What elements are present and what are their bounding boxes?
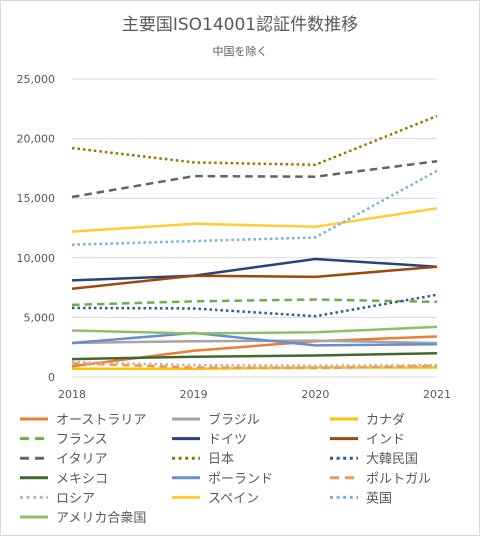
series-line-11 bbox=[71, 331, 438, 347]
legend-label: スペイン bbox=[208, 491, 259, 506]
series-line-8 bbox=[71, 114, 438, 167]
series-line-4 bbox=[71, 298, 438, 307]
legend-item: 日本 bbox=[172, 452, 234, 467]
series-line-10 bbox=[71, 351, 438, 361]
legend-item: カナダ bbox=[330, 413, 405, 428]
y-tick-label: 20,000 bbox=[17, 133, 56, 146]
legend-item: ブラジル bbox=[172, 412, 260, 428]
series-line-6 bbox=[71, 265, 438, 291]
chart-subtitle: 中国を除く bbox=[213, 44, 268, 58]
y-tick-label: 0 bbox=[48, 371, 55, 384]
legend-item: メキシコ bbox=[20, 472, 108, 487]
legend-label: フランス bbox=[56, 433, 108, 448]
x-tick-label: 2018 bbox=[58, 388, 86, 401]
legend-item: 大韓民国 bbox=[330, 452, 418, 467]
legend-label: ポルトガル bbox=[366, 472, 431, 487]
legend-item: イタリア bbox=[20, 452, 107, 467]
legend-label: ポーランド bbox=[208, 472, 273, 487]
series-line-15 bbox=[71, 169, 438, 246]
legend-item: インド bbox=[330, 433, 405, 448]
legend-label: アメリカ合衆国 bbox=[56, 510, 146, 526]
series-line-16 bbox=[71, 325, 438, 335]
series-line-7 bbox=[71, 159, 438, 199]
legend-label: ブラジル bbox=[208, 412, 260, 428]
legend-label: カナダ bbox=[366, 413, 405, 428]
legend-item: ポーランド bbox=[172, 472, 273, 487]
x-tick-label: 2021 bbox=[423, 388, 451, 401]
legend-item: アメリカ合衆国 bbox=[20, 510, 146, 526]
legend-label: インド bbox=[366, 433, 405, 448]
legend-label: オーストラリア bbox=[56, 413, 146, 428]
legend-item: ロシア bbox=[20, 491, 95, 506]
series-line-3 bbox=[72, 366, 437, 370]
series-line-2 bbox=[71, 339, 438, 345]
series-line-5 bbox=[71, 257, 438, 282]
y-tick-label: 15,000 bbox=[17, 192, 56, 205]
legend-label: 大韓民国 bbox=[366, 452, 418, 467]
legend-label: 英国 bbox=[366, 491, 392, 506]
x-tick-label: 2019 bbox=[180, 388, 208, 401]
series-line-13 bbox=[71, 360, 438, 367]
legend-label: 日本 bbox=[208, 452, 234, 467]
y-tick-label: 25,000 bbox=[17, 73, 56, 86]
legend-item: 英国 bbox=[330, 491, 392, 506]
x-tick-label: 2020 bbox=[301, 388, 329, 401]
legend-label: イタリア bbox=[56, 452, 107, 467]
chart-title: 主要国ISO14001認証件数推移 bbox=[122, 15, 358, 35]
y-tick-label: 5,000 bbox=[24, 311, 56, 324]
legend-item: ドイツ bbox=[172, 433, 247, 448]
series-line-14 bbox=[71, 207, 438, 233]
legend-label: ロシア bbox=[56, 491, 95, 506]
legend-item: スペイン bbox=[172, 491, 259, 506]
y-tick-label: 10,000 bbox=[17, 252, 56, 265]
legend-item: フランス bbox=[20, 433, 108, 448]
legend-label: ドイツ bbox=[208, 433, 247, 448]
legend-item: ポルトガル bbox=[330, 472, 431, 487]
series-line-9 bbox=[71, 293, 438, 318]
legend-item: オーストラリア bbox=[20, 413, 146, 428]
series-line-12 bbox=[71, 362, 438, 370]
legend-label: メキシコ bbox=[56, 472, 108, 487]
